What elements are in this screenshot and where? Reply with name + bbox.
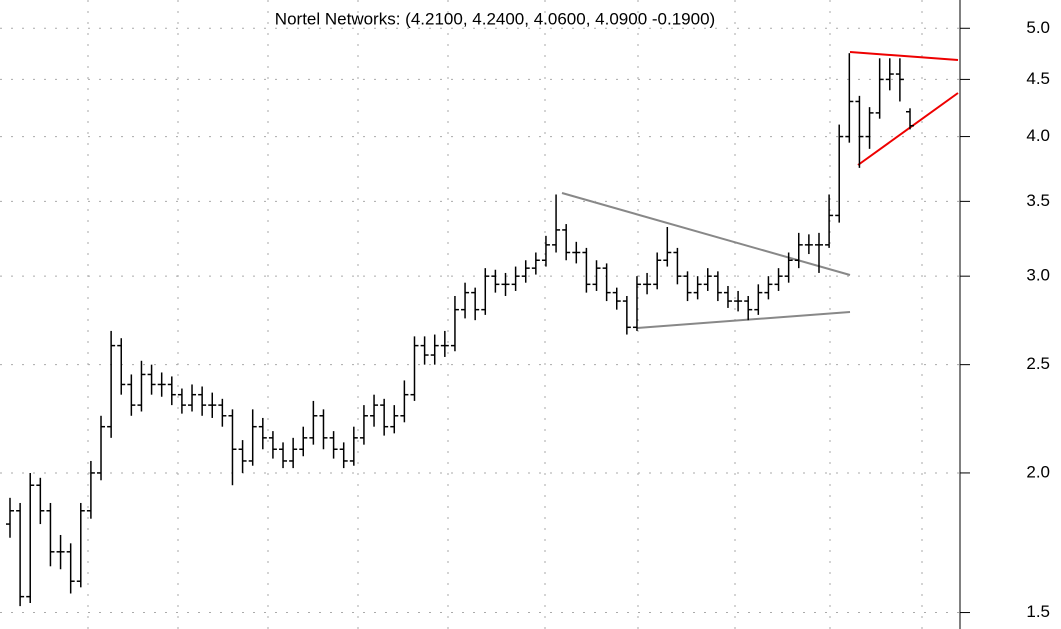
y-tick-label: 3.0 — [1026, 266, 1050, 285]
y-tick-label: 2.5 — [1026, 354, 1050, 373]
trend-line — [849, 51, 959, 61]
chart-title: Nortel Networks: (4.2100, 4.2400, 4.0600… — [275, 9, 715, 28]
grid-x — [87, 0, 923, 629]
trend-line — [636, 311, 851, 329]
trend-line — [857, 92, 959, 166]
trend-line — [561, 192, 851, 276]
y-tick-label: 4.5 — [1026, 69, 1050, 88]
y-tick-label: 5.0 — [1026, 18, 1050, 37]
y-tick-label: 2.0 — [1026, 462, 1050, 481]
y-tick-label: 1.5 — [1026, 602, 1050, 621]
y-tick-label: 3.5 — [1026, 191, 1050, 210]
y-tick-label: 4.0 — [1026, 126, 1050, 145]
